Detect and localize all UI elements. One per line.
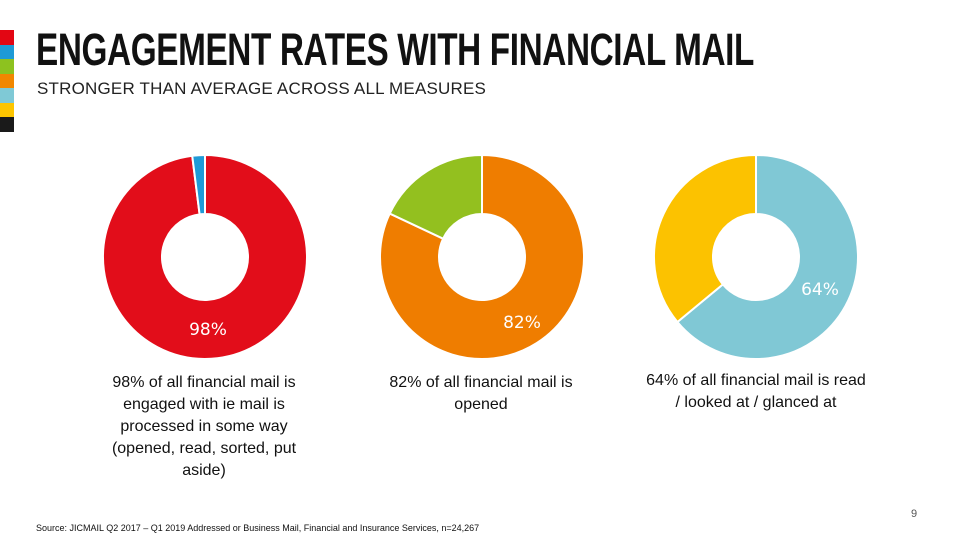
strip-block-1 <box>0 30 14 45</box>
strip-block-2 <box>0 44 14 59</box>
chart-3-description: 64% of all financial mail is read / look… <box>646 372 866 411</box>
donut-chart-1: 98% <box>102 153 308 360</box>
strip-block-4 <box>0 73 14 88</box>
donut-chart-2: 82% <box>379 153 585 360</box>
chart-2-description: 82% of all financial mail is opened <box>389 374 573 413</box>
donut-2-slice-2 <box>388 153 483 241</box>
slide-title: ENGAGEMENT RATES WITH FINANCIAL MAIL <box>36 24 755 75</box>
slide-subtitle: STRONGER THAN AVERAGE ACROSS ALL MEASURE… <box>37 79 487 98</box>
donut-1-slice-2 <box>191 153 206 216</box>
donut-2-value-label: 82% <box>503 313 541 333</box>
strip-block-6 <box>0 102 14 117</box>
source-note: Source: JICMAIL Q2 2017 – Q1 2019 Addres… <box>36 523 480 533</box>
donut-3-slice-2 <box>653 153 757 324</box>
strip-block-7 <box>0 117 14 132</box>
donut-3-value-label: 64% <box>801 280 839 300</box>
donut-1-value-label: 98% <box>189 320 227 340</box>
page-number: 9 <box>911 508 918 520</box>
color-strip <box>0 30 14 132</box>
donut-1-slice-1 <box>102 153 308 360</box>
donut-3-slice-1 <box>675 153 859 360</box>
chart-1-description: 98% of all financial mail is engaged wit… <box>111 374 297 479</box>
strip-block-3 <box>0 59 14 74</box>
strip-block-5 <box>0 88 14 103</box>
donut-2-slice-1 <box>379 153 585 360</box>
donut-chart-3: 64% <box>653 153 859 360</box>
